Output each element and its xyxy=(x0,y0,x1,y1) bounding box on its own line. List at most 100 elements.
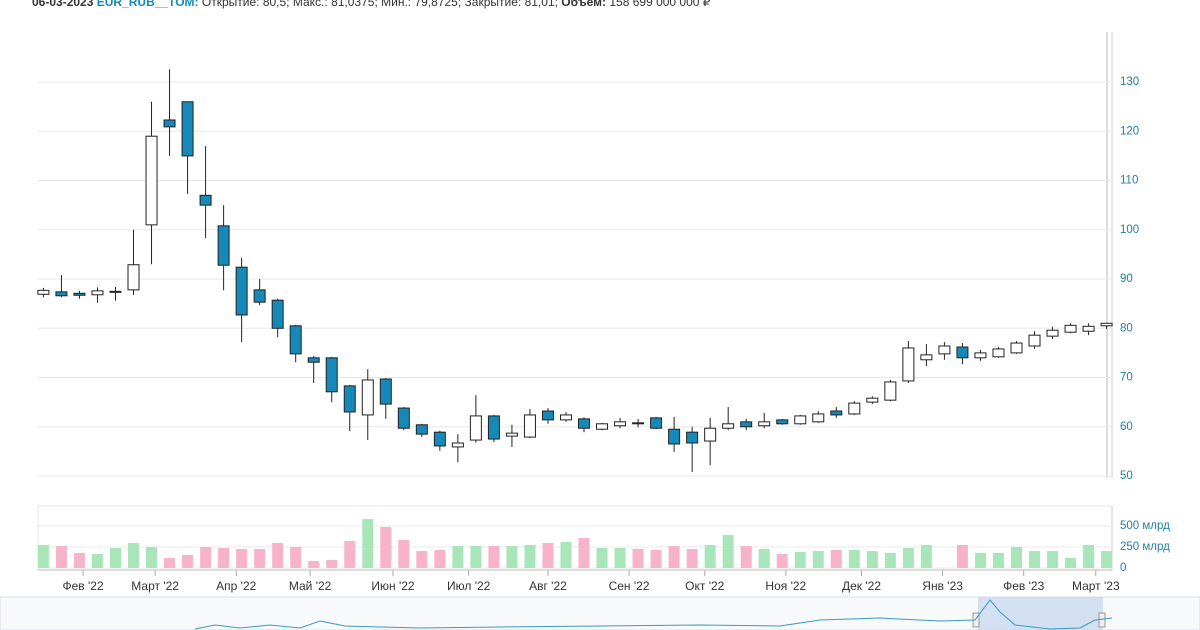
candle-body xyxy=(73,292,86,296)
candle-body xyxy=(1046,329,1059,337)
candle-body xyxy=(433,431,446,447)
navigator-selection[interactable] xyxy=(978,597,1103,630)
candle-body xyxy=(505,432,518,437)
candle-body xyxy=(523,414,536,438)
x-tick-label: Фев '23 xyxy=(1003,579,1044,593)
candle-body xyxy=(253,289,266,303)
volume-bar xyxy=(308,561,320,568)
volume-bar xyxy=(91,553,103,568)
x-tick-label: Март '22 xyxy=(131,579,179,593)
candle-body xyxy=(848,402,861,415)
candle-body xyxy=(415,424,428,435)
candle-body xyxy=(884,381,897,401)
candle-body xyxy=(632,422,645,425)
field-value: 81,0375; xyxy=(331,0,378,9)
candle-body xyxy=(487,415,500,440)
x-tick-label: Июл '22 xyxy=(447,579,491,593)
candle-body xyxy=(776,419,789,425)
volume-tick-label: 0 xyxy=(1120,562,1126,574)
candle-body xyxy=(1028,334,1041,347)
navigator-handle[interactable] xyxy=(1098,612,1106,628)
candle-body xyxy=(217,225,230,266)
volume-bar xyxy=(758,549,770,568)
volume-bar xyxy=(200,546,212,568)
candle-body xyxy=(920,354,933,361)
candle-body xyxy=(307,357,320,363)
candle-body xyxy=(668,428,681,445)
candle-body xyxy=(758,421,771,427)
y-tick-label: 80 xyxy=(1120,322,1133,334)
candle-body xyxy=(992,348,1005,358)
volume-bar xyxy=(362,518,374,568)
volume-bar xyxy=(398,540,410,568)
volume-bar xyxy=(488,545,500,568)
volume-bar xyxy=(884,552,896,568)
volume-bar xyxy=(55,545,67,568)
volume-bar xyxy=(236,549,248,568)
y-tick-label: 100 xyxy=(1120,224,1139,236)
field-label: Открытие: xyxy=(202,0,260,9)
candle-body xyxy=(379,378,392,405)
y-tick-label: 50 xyxy=(1120,470,1133,482)
candle-body xyxy=(325,357,338,393)
candle-body xyxy=(271,299,284,329)
candle-body xyxy=(289,325,302,355)
candle-body xyxy=(397,407,410,429)
candle-body xyxy=(650,417,663,429)
candle-body xyxy=(181,101,194,157)
volume-bar xyxy=(1029,551,1041,568)
field-value: 81,01; xyxy=(525,0,558,9)
y-tick-label: 70 xyxy=(1120,372,1133,384)
x-tick-label: Апр '22 xyxy=(216,579,256,593)
candle-body xyxy=(343,385,356,413)
header-date: 06-03-2023 xyxy=(32,0,94,9)
field-label: Макс.: xyxy=(293,0,328,9)
x-tick-label: Май '22 xyxy=(289,579,332,593)
candle-body xyxy=(55,291,68,297)
candle-body xyxy=(235,266,248,316)
candle-body xyxy=(830,410,843,416)
volume-bar xyxy=(992,552,1004,568)
volume-bar xyxy=(182,554,194,568)
candle-body xyxy=(902,347,915,382)
y-tick-label: 130 xyxy=(1120,76,1139,88)
volume-tick-label: 250 млрд xyxy=(1120,541,1170,553)
volume-bar xyxy=(740,545,752,568)
volume-bar xyxy=(848,550,860,568)
candle-body xyxy=(109,290,122,293)
volume-panel xyxy=(37,505,1113,571)
candle-body xyxy=(722,423,735,429)
navigator-line xyxy=(194,599,1113,630)
volume-bar xyxy=(578,537,590,568)
volume-bar xyxy=(272,542,284,568)
volume-bar xyxy=(434,550,446,568)
candle-body xyxy=(199,194,212,206)
candle-body xyxy=(1082,325,1095,332)
candle-body xyxy=(127,264,140,291)
candle-body xyxy=(451,442,464,448)
volume-bar xyxy=(776,553,788,568)
header: 06-03-2023 EUR_RUB__TOM: Открытие: 80,5;… xyxy=(32,0,711,9)
volume-bar xyxy=(164,557,176,568)
y-tick-label: 90 xyxy=(1120,273,1133,285)
field-value: 80,5; xyxy=(263,0,290,9)
volume-bar xyxy=(920,544,932,568)
candle-body xyxy=(541,410,554,421)
volume-bar xyxy=(1083,544,1095,568)
candle-body xyxy=(361,379,374,416)
candle-body xyxy=(686,431,699,444)
y-tick-label: 120 xyxy=(1120,125,1139,137)
volume-bar xyxy=(1010,546,1022,568)
volume-bar xyxy=(254,549,266,568)
candle-body xyxy=(37,289,50,295)
x-tick-label: Сен '22 xyxy=(609,579,650,593)
candle-body xyxy=(1064,324,1077,333)
candle-body xyxy=(740,421,753,428)
volume-bar xyxy=(506,545,518,568)
field-value: 79,8725; xyxy=(414,0,461,9)
candle-body xyxy=(91,290,104,296)
volume-bar xyxy=(956,544,968,568)
candle-body xyxy=(578,418,591,429)
